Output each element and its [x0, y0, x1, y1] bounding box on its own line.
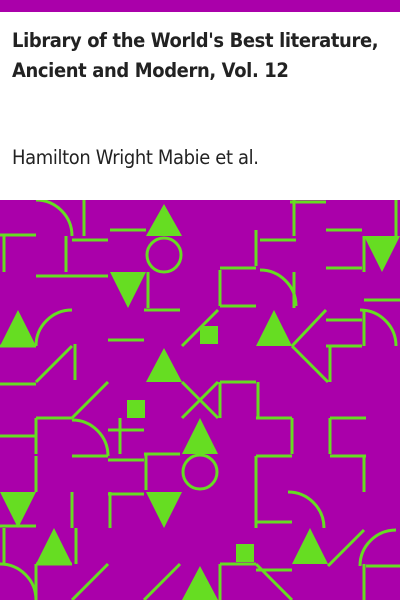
book-author: Hamilton Wright Mabie et al. [12, 146, 259, 169]
pattern-circle [181, 453, 219, 491]
pattern-triangle [0, 492, 36, 528]
pattern-triangle [146, 204, 182, 236]
pattern-line [254, 562, 294, 600]
book-title: Library of the World's Best literature, … [12, 29, 379, 82]
pattern-line [290, 308, 328, 348]
pattern-arc [358, 528, 397, 567]
pattern-square [236, 544, 254, 562]
pattern-triangle [292, 528, 328, 564]
pattern-line [180, 380, 220, 420]
pattern-arc [35, 200, 74, 237]
pattern-line [70, 380, 110, 420]
top-accent-bar [0, 0, 400, 12]
pattern-arc [359, 308, 398, 347]
pattern-circle [145, 236, 183, 274]
pattern-triangle [36, 528, 72, 564]
pattern-triangle [364, 236, 400, 272]
pattern-square [200, 326, 218, 344]
pattern-line [142, 562, 182, 600]
pattern-line [34, 344, 74, 384]
pattern-triangle [146, 492, 182, 528]
pattern-marks [0, 200, 400, 600]
pattern-line [70, 562, 110, 600]
pattern-fills [0, 204, 400, 600]
pattern-triangle [182, 566, 218, 600]
pattern-arc [71, 418, 110, 457]
pattern-triangle [0, 310, 36, 346]
pattern-arc [34, 308, 73, 347]
pattern-square [127, 400, 145, 418]
pattern-line [290, 344, 330, 384]
pattern-arc [287, 490, 326, 529]
cover-pattern [0, 200, 400, 600]
pattern-triangle [110, 272, 146, 308]
pattern-triangle [182, 418, 218, 454]
pattern-triangle [256, 310, 292, 346]
pattern-line [326, 528, 366, 568]
pattern-triangle [146, 348, 182, 382]
